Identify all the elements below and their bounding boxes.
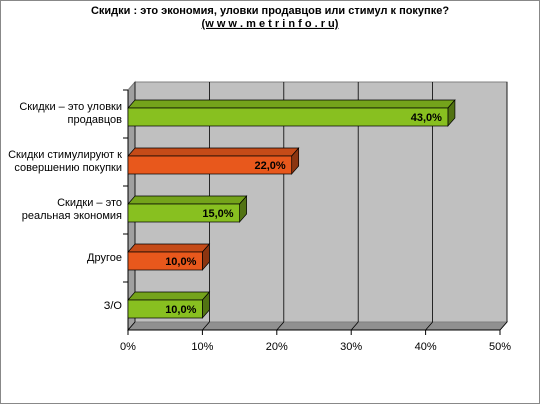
value-label: 22,0% (254, 160, 285, 172)
bar (127, 107, 449, 127)
chart-title: Скидки : это экономия, уловки продавцов … (91, 5, 449, 17)
bar-top (127, 291, 211, 301)
floor-grid-line (499, 321, 508, 331)
floor (126, 321, 509, 331)
value-label: 10,0% (165, 304, 196, 316)
chart-subtitle: (w w w . m e t r i n f o . r u) (202, 18, 339, 30)
bar-top (127, 99, 456, 109)
bar (127, 155, 293, 175)
bar-top (127, 243, 211, 253)
value-label: 10,0% (165, 256, 196, 268)
y-tick-label: Скидки – это реальная экономия (21, 197, 122, 222)
floor-grid-line (350, 321, 359, 331)
bar-top (127, 147, 300, 157)
y-tick-label: Другое (87, 251, 122, 264)
value-label: 15,0% (202, 208, 233, 220)
bar (127, 203, 240, 223)
floor-grid-line (202, 321, 210, 331)
x-tick-label: 0% (120, 341, 136, 353)
floor-grid-line (127, 321, 136, 331)
floor-grid-line (425, 321, 433, 331)
bar (127, 251, 203, 271)
x-tick-label: 50% (489, 341, 511, 353)
x-tick-label: 40% (415, 341, 437, 353)
x-tick-label: 30% (340, 341, 362, 353)
y-tick-label: Скидки стимулируют к совершению покупки (8, 149, 122, 174)
y-tick-label: Скидки – это уловки продавцов (19, 101, 122, 126)
bar-top (127, 195, 248, 205)
floor-grid-line (276, 321, 285, 331)
y-tick-label: З/О (103, 299, 122, 312)
value-label: 43,0% (411, 112, 442, 124)
x-tick-label: 20% (266, 341, 288, 353)
bar (127, 299, 203, 319)
x-tick-label: 10% (191, 341, 213, 353)
